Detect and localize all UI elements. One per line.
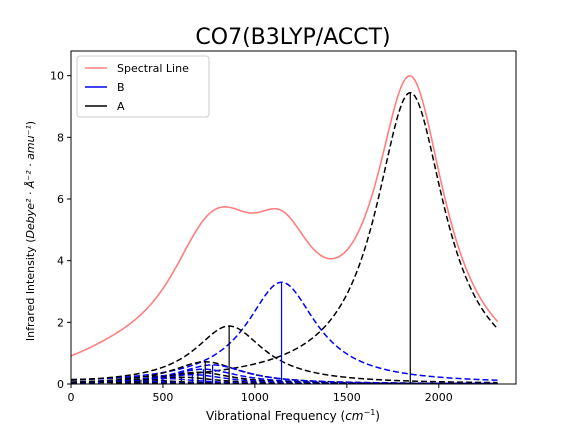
- y-tick-label: 0: [57, 378, 64, 391]
- y-axis-label-unit: Debye² · Å⁻² · amu⁻¹: [24, 125, 37, 238]
- x-axis-label: Vibrational Frequency (cm−1): [206, 408, 380, 423]
- legend: Spectral Line B A: [76, 55, 210, 118]
- plot-frame: [70, 50, 517, 385]
- x-axis-label-close: ): [375, 409, 380, 423]
- x-tick-label: 2000: [425, 391, 453, 404]
- x-axis-label-exponent: −1: [363, 408, 375, 417]
- legend-frame: [76, 55, 210, 118]
- x-tick-label: 1500: [333, 391, 361, 404]
- y-axis-label-close: ): [24, 121, 37, 125]
- legend-label-b: B: [117, 81, 125, 94]
- y-axis-label: Infrared Intensity (Debye² · Å⁻² · amu⁻¹…: [24, 121, 37, 341]
- y-axis-label-main: Infrared Intensity (: [24, 239, 37, 342]
- chart-title: CO7(B3LYP/ACCT): [195, 25, 390, 50]
- axes-layer: 0 500 1000 1500 2000 0 2 4 6 8 10: [50, 50, 517, 404]
- x-tick-label: 1000: [241, 391, 269, 404]
- x-tick-label: 500: [152, 391, 173, 404]
- y-tick-label: 4: [57, 255, 64, 268]
- legend-label-spectral-line: Spectral Line: [117, 62, 189, 75]
- y-tick-label: 10: [50, 70, 64, 83]
- y-tick-label: 2: [57, 316, 64, 329]
- x-tick-label: 0: [68, 391, 75, 404]
- y-tick-label: 6: [57, 193, 64, 206]
- peak-4-curve-b: [71, 364, 498, 384]
- peak-0-curve-a: [71, 92, 499, 381]
- x-axis-label-unit: cm: [345, 409, 363, 423]
- legend-label-a: A: [117, 100, 125, 113]
- peak-2-curve-a: [71, 325, 498, 384]
- spectral-line-curve: [71, 75, 499, 357]
- x-axis-label-main: Vibrational Frequency (: [206, 409, 345, 423]
- y-tick-label: 8: [57, 131, 64, 144]
